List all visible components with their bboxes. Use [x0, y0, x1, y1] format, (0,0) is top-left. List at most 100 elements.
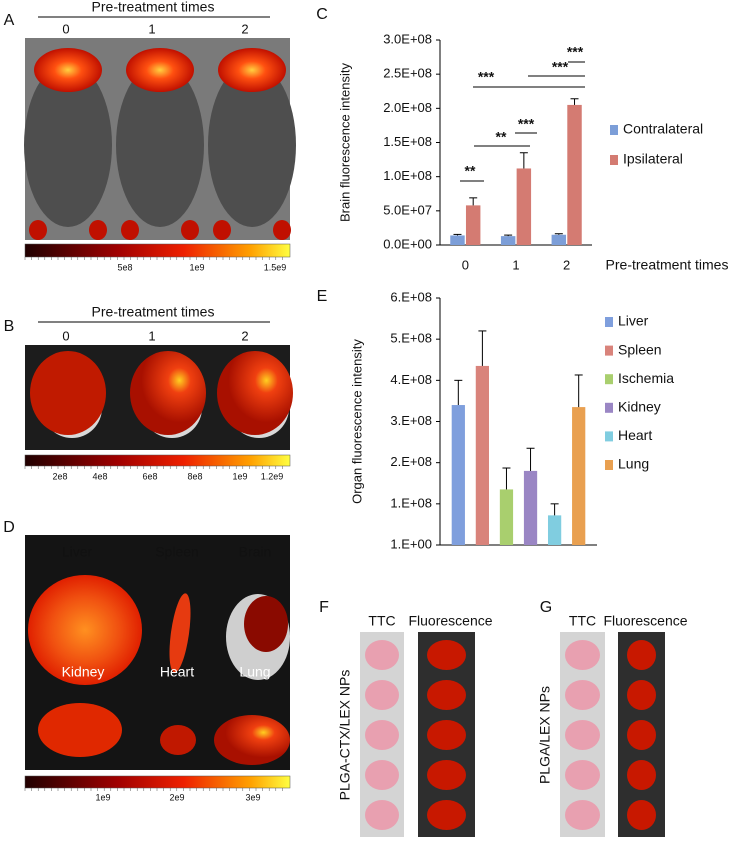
organ-label: Heart — [160, 664, 194, 680]
bar — [516, 168, 532, 245]
group-label: 2 — [241, 21, 248, 36]
colorbar-label: 2e8 — [52, 471, 67, 481]
fluorescence-slice — [427, 640, 466, 670]
legend-swatch — [605, 402, 613, 413]
colorbar-label: 1e9 — [189, 262, 204, 272]
kidney — [38, 703, 122, 757]
legend-label: Lung — [618, 456, 649, 472]
organ-label: Brain — [239, 544, 272, 560]
fluorescence-slice — [427, 760, 466, 790]
y-tick-label: 1.E+00 — [390, 536, 432, 551]
significance-label: ** — [496, 129, 507, 145]
bar — [572, 407, 586, 545]
fluorescence-slice — [427, 680, 466, 710]
ttc-slice — [365, 680, 399, 710]
colorbar-label: 8e8 — [187, 471, 202, 481]
paw-signal — [121, 220, 139, 240]
paw-signal — [89, 220, 107, 240]
y-tick-label: 3.0E+08 — [383, 31, 432, 46]
x-tick-label: 1 — [512, 257, 519, 272]
panel-label: D — [3, 519, 15, 536]
significance-label: ** — [465, 163, 476, 179]
panel-label: F — [319, 599, 329, 616]
y-tick-label: 2.0E+08 — [383, 100, 432, 115]
brain-signal — [30, 351, 106, 435]
bar — [451, 405, 465, 545]
mouse-body — [208, 63, 296, 227]
group-label: 2 — [241, 328, 248, 343]
row-label: PLGA-CTX/LEX NPs — [337, 670, 353, 801]
colorbar-label: 1e9 — [232, 471, 247, 481]
legend-label: Ischemia — [618, 370, 674, 386]
y-tick-label: 6.E+08 — [390, 289, 432, 304]
group-label: 1 — [148, 21, 155, 36]
group-label: 0 — [62, 21, 69, 36]
fluorescence-slice — [627, 680, 656, 710]
column-label: TTC — [368, 613, 395, 629]
ttc-slice — [565, 720, 600, 750]
bar — [551, 234, 567, 245]
colorbar — [24, 454, 291, 467]
heart — [160, 725, 196, 755]
significance-label: *** — [518, 116, 535, 132]
legend-swatch — [610, 125, 618, 135]
x-axis-label: Pre-treatment times — [606, 257, 729, 273]
bar — [475, 365, 490, 545]
legend-swatch — [605, 345, 613, 356]
ttc-slice — [365, 800, 399, 830]
organ-label: Spleen — [155, 544, 199, 560]
bar — [567, 104, 582, 246]
mouse-head-signal — [34, 48, 102, 92]
paw-signal — [273, 220, 291, 240]
row-label: PLGA/LEX NPs — [537, 686, 553, 784]
bar — [450, 235, 465, 245]
y-tick-label: 1.0E+08 — [383, 168, 432, 183]
fluorescence-slice — [627, 760, 656, 790]
bar — [523, 470, 538, 545]
group-label: 0 — [62, 328, 69, 343]
bar — [499, 489, 514, 545]
mouse-head-signal — [126, 48, 194, 92]
bar — [547, 515, 562, 545]
legend-label: Contralateral — [623, 121, 703, 137]
fluorescence-slice — [427, 720, 466, 750]
organ-label: Kidney — [62, 664, 105, 680]
y-tick-label: 2.5E+08 — [383, 66, 432, 81]
fluorescence-slice — [627, 800, 656, 830]
group-label: 1 — [148, 328, 155, 343]
colorbar-label: 4e8 — [92, 471, 107, 481]
legend-label: Kidney — [618, 399, 661, 415]
ttc-slice — [565, 760, 600, 790]
legend-swatch — [605, 460, 613, 470]
x-tick-label: 2 — [563, 257, 570, 272]
bar — [500, 236, 516, 245]
column-label: Fluorescence — [603, 613, 687, 629]
y-tick-label: 4.E+08 — [390, 372, 432, 387]
spleen — [169, 593, 191, 673]
colorbar-label: 5e8 — [117, 262, 132, 272]
fluorescence-slice — [427, 800, 466, 830]
panel-label: A — [4, 12, 15, 29]
ttc-slice — [565, 800, 600, 830]
y-tick-label: 1.5E+08 — [383, 134, 432, 149]
colorbar-label: 6e8 — [142, 471, 157, 481]
colorbar — [24, 775, 291, 789]
ttc-slice — [365, 720, 399, 750]
colorbar-label: 1e9 — [95, 792, 110, 802]
y-tick-label: 5.E+08 — [390, 331, 432, 346]
panel-label: G — [540, 599, 552, 616]
lung — [214, 715, 290, 765]
y-tick-label: 1.E+08 — [390, 495, 432, 510]
y-tick-label: 3.E+08 — [390, 413, 432, 428]
column-label: Fluorescence — [408, 613, 492, 629]
panel-header: Pre-treatment times — [92, 0, 215, 15]
mouse-body — [116, 63, 204, 227]
paw-signal — [181, 220, 199, 240]
significance-label: *** — [552, 59, 569, 75]
organ-label: Liver — [62, 544, 93, 560]
y-tick-label: 0.0E+00 — [383, 236, 432, 251]
organ-label: Lung — [239, 664, 270, 680]
legend-label: Liver — [618, 313, 649, 329]
ttc-slice — [365, 760, 399, 790]
